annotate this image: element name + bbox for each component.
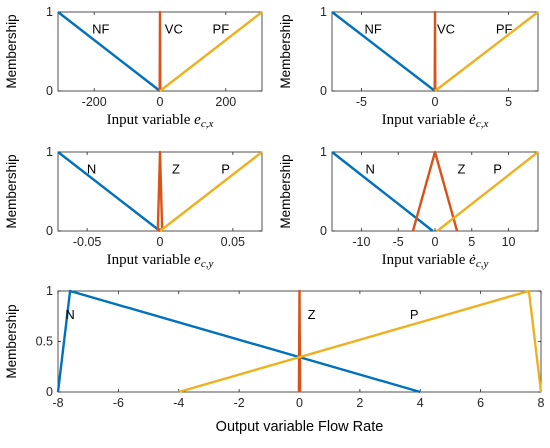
y-tick-label: 0 — [46, 224, 53, 238]
chart-4-group: -10 -5 0 5 10 0 1 N Z P Membership Input variable e… — [278, 145, 539, 270]
y-tick-label: 1 — [320, 5, 327, 19]
x-axis-label: Input variable ec,x — [107, 112, 214, 130]
series-line-p — [436, 151, 539, 232]
x-tick-label: -2 — [234, 396, 245, 410]
y-tick-label: 0 — [46, 84, 53, 98]
y-tick-label: 1 — [320, 145, 327, 159]
y-tick-label: 0 — [320, 84, 327, 98]
series-line-z — [297, 289, 302, 393]
x-tick-label: -6 — [113, 396, 124, 410]
series-line-vc — [158, 10, 162, 92]
x-axis-label: Input variable ėc,y — [382, 252, 489, 270]
x-tick-label: -4 — [173, 396, 184, 410]
y-axis-label: Membership — [4, 154, 19, 228]
mf-label-z: Z — [458, 161, 466, 176]
series-line-n — [57, 151, 161, 232]
x-tick-label: -5 — [393, 235, 404, 249]
mf-label-pf: PF — [213, 21, 230, 36]
x-axis-label: Input variable ėc,x — [382, 112, 489, 130]
series-line-vc — [433, 10, 437, 92]
x-tick-label: 2 — [356, 396, 363, 410]
mf-label-vc: VC — [437, 21, 455, 36]
series-line-nf — [57, 11, 161, 92]
chart-1-group: -200 0 200 0 1 NF VC PF Membership Input variable… — [4, 5, 263, 130]
mf-label-p: P — [410, 307, 419, 322]
y-axis-label: Membership — [278, 14, 293, 88]
x-axis-label: Output variable Flow Rate — [216, 419, 384, 435]
x-tick-label: -8 — [52, 396, 63, 410]
plot-area — [331, 151, 539, 232]
x-tick-label: 8 — [538, 396, 545, 410]
mf-label-n: N — [87, 161, 96, 176]
x-tick-label: 6 — [477, 396, 484, 410]
series-line-pf — [159, 11, 263, 92]
mf-label-vc: VC — [165, 21, 183, 36]
x-tick-label: -10 — [352, 235, 370, 249]
x-axis-label: Input variable ec,y — [107, 252, 214, 270]
x-tick-label: 5 — [468, 235, 475, 249]
x-tick-label: -200 — [82, 95, 107, 109]
mf-label-p: P — [493, 161, 502, 176]
mf-label-z: Z — [172, 161, 180, 176]
chart-5-group: -8 -6 -4 -2 0 2 4 6 8 0 0.5 1N Z P Membership Output va… — [4, 284, 545, 435]
y-tick-label: 0.5 — [36, 335, 53, 349]
x-tick-label: 200 — [215, 95, 236, 109]
y-tick-label: 1 — [46, 5, 53, 19]
mf-label-z: Z — [308, 307, 316, 322]
series-line-p — [159, 151, 263, 232]
x-tick-label: 0 — [157, 95, 164, 109]
x-tick-label: 0 — [432, 235, 439, 249]
series-line-p — [178, 289, 543, 394]
mf-label-pf: PF — [496, 21, 513, 36]
x-tick-label: 4 — [417, 396, 424, 410]
mf-label-n: N — [65, 307, 74, 322]
mf-label-n: N — [366, 161, 375, 176]
y-tick-label: 1 — [46, 284, 53, 298]
series-line-z — [411, 150, 459, 232]
x-tick-label: -5 — [356, 95, 367, 109]
x-tick-label: -0.05 — [73, 235, 102, 249]
x-tick-label: 0 — [157, 235, 164, 249]
x-tick-label: 5 — [505, 95, 512, 109]
y-tick-label: 0 — [320, 224, 327, 238]
y-tick-label: 1 — [46, 145, 53, 159]
series-line-z — [156, 150, 164, 232]
mf-label-p: P — [221, 161, 230, 176]
chart-2-group: -5 0 5 0 1 NF VC PF Membership Input variable ėc… — [278, 5, 539, 130]
x-tick-label: 0 — [432, 95, 439, 109]
x-tick-label: 0 — [296, 396, 303, 410]
chart-3-group: -0.05 0 0.05 0 1 N Z P Membership Input variable … — [4, 145, 263, 270]
y-tick-label: 0 — [46, 385, 53, 399]
series-line-nf — [331, 11, 436, 92]
y-axis-label: Membership — [278, 154, 293, 228]
x-tick-label: 0.05 — [221, 235, 245, 249]
y-axis-label: Membership — [4, 14, 19, 88]
series-line-pf — [434, 11, 539, 92]
y-axis-label: Membership — [4, 304, 19, 378]
x-tick-label: 10 — [502, 235, 516, 249]
mf-label-nf: NF — [92, 21, 109, 36]
mf-label-nf: NF — [365, 21, 382, 36]
series-line-n — [56, 289, 421, 394]
